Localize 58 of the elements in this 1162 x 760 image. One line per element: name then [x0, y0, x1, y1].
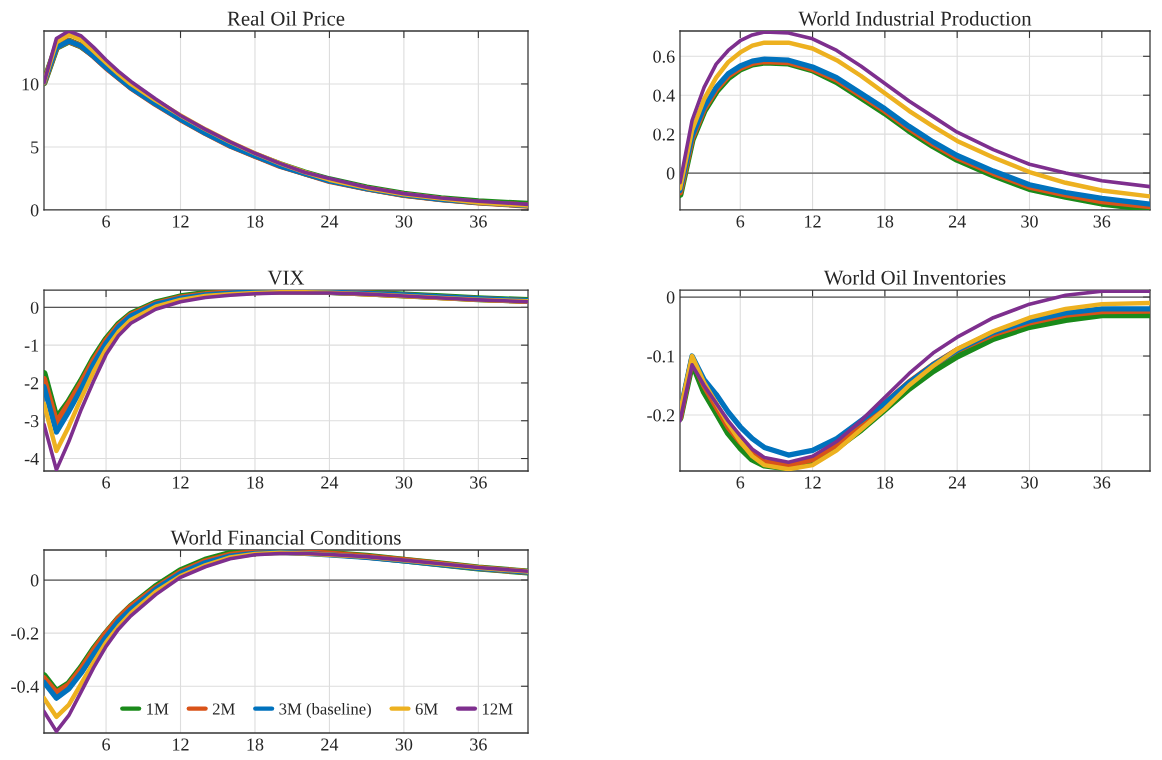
- y-tick-label: 0: [666, 291, 675, 304]
- x-tick-label: 12: [173, 738, 189, 751]
- x-tick-label: 24: [948, 215, 966, 228]
- x-tick-label: 18: [877, 476, 894, 489]
- x-tick-label: 6: [102, 476, 111, 489]
- legend-label: 2M: [212, 703, 235, 715]
- chart-title: World Financial Conditions: [170, 529, 401, 545]
- x-tick-label: 36: [470, 738, 487, 751]
- x-tick-label: 24: [321, 738, 339, 751]
- x-tick-label: 6: [736, 476, 745, 489]
- x-tick-label: 12: [173, 215, 189, 228]
- y-tick-label: 0: [30, 301, 39, 314]
- y-tick-label: -1: [24, 339, 39, 352]
- x-tick-label: 36: [470, 215, 487, 228]
- x-tick-label: 18: [247, 215, 264, 228]
- chart-title: World Industrial Production: [798, 10, 1032, 26]
- y-tick-label: -4: [24, 452, 39, 465]
- y-tick-label: 0: [30, 574, 39, 587]
- x-tick-label: 18: [877, 215, 894, 228]
- y-tick-label: -0.1: [647, 350, 675, 363]
- x-tick-label: 6: [736, 215, 745, 228]
- chart-title: VIX: [267, 270, 305, 285]
- x-tick-label: 30: [395, 738, 413, 751]
- x-tick-label: 30: [1021, 215, 1038, 228]
- y-tick-label: 0: [30, 204, 39, 217]
- x-tick-label: 24: [948, 476, 966, 489]
- y-tick-label: -2: [24, 377, 39, 390]
- x-tick-label: 6: [102, 215, 111, 228]
- legend-label: 1M: [147, 703, 169, 715]
- y-tick-label: 0.2: [653, 128, 675, 141]
- x-tick-label: 30: [1021, 476, 1038, 489]
- x-tick-label: 36: [1093, 215, 1111, 228]
- y-tick-label: 5: [31, 141, 39, 154]
- chart-title: World Oil Inventories: [823, 269, 1006, 285]
- legend-label: 12M: [482, 703, 513, 715]
- y-tick-label: -0.4: [11, 680, 39, 693]
- y-tick-label: -0.2: [647, 409, 675, 422]
- y-tick-label: 0: [666, 167, 675, 180]
- x-tick-label: 36: [470, 476, 487, 489]
- y-tick-label: -0.2: [11, 627, 39, 640]
- chart-title: Real Oil Price: [227, 10, 345, 26]
- x-tick-label: 12: [173, 476, 189, 489]
- x-tick-label: 24: [321, 476, 339, 489]
- x-tick-label: 6: [102, 738, 111, 751]
- legend-label: 3M (baseline): [279, 702, 371, 718]
- y-tick-label: 0.4: [653, 89, 675, 102]
- x-tick-label: 12: [805, 476, 821, 489]
- x-tick-label: 18: [247, 476, 264, 489]
- legend-label: 6M: [415, 703, 438, 715]
- x-tick-label: 36: [1093, 476, 1111, 489]
- y-tick-label: 0.6: [653, 50, 675, 63]
- x-tick-label: 18: [247, 738, 264, 751]
- x-tick-label: 24: [321, 215, 339, 228]
- x-tick-label: 30: [395, 215, 413, 228]
- y-tick-label: -3: [24, 415, 39, 428]
- x-tick-label: 12: [805, 215, 821, 228]
- x-tick-label: 30: [395, 476, 413, 489]
- y-tick-label: 10: [22, 78, 39, 91]
